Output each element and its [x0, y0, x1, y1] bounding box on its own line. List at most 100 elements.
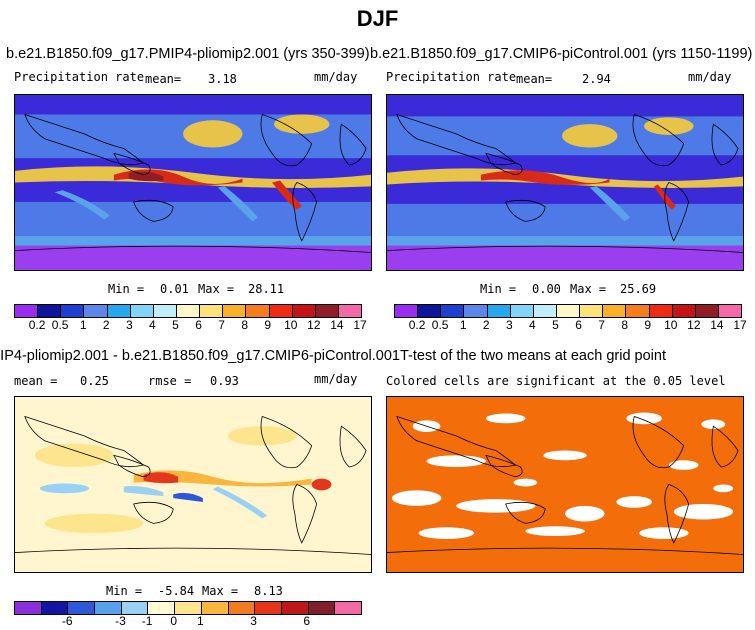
- difference-colorbar-swatch: [148, 602, 176, 614]
- precip-map-pliomip: [15, 95, 371, 270]
- precip-colorbar-1: [14, 304, 362, 318]
- panel2-mean-label: mean=: [516, 72, 553, 86]
- panel3-map: [14, 396, 372, 573]
- panel1-max-value: 28.11: [248, 282, 285, 296]
- panel1-mean-value: 3.18: [208, 72, 237, 86]
- difference-colorbar-swatch: [41, 602, 69, 614]
- precip-colorbar-2-tick-label: 12: [687, 318, 701, 332]
- precip-colorbar-2-tick-label: 7: [598, 318, 605, 332]
- precip-colorbar-2-swatch: [603, 305, 627, 317]
- precip-colorbar-2-tick-label: 0.2: [408, 318, 426, 332]
- precip-colorbar-2-tick-label: 10: [664, 318, 678, 332]
- panel1-variable: Precipitation rate: [14, 70, 145, 84]
- difference-colorbar-tick-label: -3: [115, 614, 126, 628]
- precip-colorbar-2: [394, 304, 742, 318]
- precip-colorbar-1-swatch: [15, 305, 39, 317]
- panel3-title: b.e21.B1850.f09_g17.PMIP4-pliomip2.001 -…: [0, 348, 400, 364]
- panel2-max-label: Max =: [570, 282, 607, 296]
- panel3-max-label: Max =: [202, 584, 239, 598]
- panel4-title: T-test of the two means at each grid poi…: [400, 348, 666, 364]
- precip-colorbar-2-tick-label: 6: [575, 318, 582, 332]
- difference-colorbar-swatch: [95, 602, 122, 614]
- precip-colorbar-2-swatch: [672, 305, 696, 317]
- difference-colorbar-swatch: [255, 602, 282, 614]
- precip-colorbar-1-swatch: [338, 305, 362, 317]
- precip-colorbar-2-tick-label: 17: [733, 318, 747, 332]
- precip-colorbar-1-swatch: [176, 305, 201, 317]
- precip-colorbar-1-swatch: [200, 305, 224, 317]
- precip-colorbar-1-tick-label: 7: [218, 318, 225, 332]
- panel3-min-value: -5.84: [158, 584, 195, 598]
- precip-colorbar-1-tick-label: 6: [195, 318, 202, 332]
- precip-colorbar-1-tick-label: 3: [125, 318, 133, 332]
- difference-colorbar-tick-label: 3: [250, 614, 257, 628]
- precip-colorbar-1-tick-label: 1: [79, 318, 87, 332]
- precip-colorbar-2-swatch: [626, 305, 650, 317]
- precip-colorbar-2-swatch: [487, 305, 511, 317]
- panel3-mean-label: mean =: [14, 374, 58, 388]
- precip-colorbar-1-tick-label: 4: [149, 318, 156, 332]
- difference-colorbar-labels: -6 -3 -1 0 1 3 6: [14, 614, 360, 628]
- precip-colorbar-2-swatch: [464, 305, 488, 317]
- difference-colorbar-tick-label: 1: [196, 614, 204, 628]
- precip-colorbar-1-tick-label: 12: [307, 318, 321, 332]
- precip-colorbar-1-swatch: [223, 305, 247, 317]
- difference-colorbar: [14, 601, 362, 615]
- precip-colorbar-2-tick-label: 5: [552, 318, 559, 332]
- precip-colorbar-1-swatch: [292, 305, 316, 317]
- precip-colorbar-1-tick-label: 17: [353, 318, 367, 332]
- panel3-units: mm/day: [314, 372, 358, 386]
- precip-colorbar-1-swatch: [315, 305, 339, 317]
- difference-colorbar-swatch: [281, 602, 309, 614]
- difference-colorbar-swatch: [68, 602, 96, 614]
- difference-colorbar-swatch: [15, 602, 42, 614]
- figure-title: DJF: [356, 6, 399, 31]
- precip-colorbar-2-swatch: [718, 305, 742, 317]
- precip-colorbar-1-tick-label: 5: [172, 318, 179, 332]
- panel2-map: [386, 94, 744, 271]
- precip-colorbar-1-tick-label: 0.5: [51, 318, 69, 332]
- difference-colorbar-tick-label: 6: [303, 614, 311, 628]
- panel3-mean-value: 0.25: [80, 374, 109, 388]
- precip-colorbar-1-tick-label: 14: [330, 318, 344, 332]
- precip-colorbar-2-tick-label: 2: [482, 318, 490, 332]
- precip-colorbar-1-tick-label: 2: [102, 318, 110, 332]
- panel1-min-label: Min =: [108, 282, 145, 296]
- panel3-rmse-label: rmse =: [148, 374, 192, 388]
- panel1-map: [14, 94, 372, 271]
- panel3-max-value: 8.13: [254, 584, 283, 598]
- panel2-min-value: 0.00: [532, 282, 561, 296]
- precip-difference-map: [15, 397, 371, 572]
- precip-colorbar-1-swatch: [246, 305, 270, 317]
- panel1-units: mm/day: [314, 70, 358, 84]
- difference-colorbar-swatch: [335, 602, 361, 614]
- precip-colorbar-1-swatch: [107, 305, 131, 317]
- panel3-rmse-value: 0.93: [210, 374, 239, 388]
- difference-colorbar-swatch: [308, 602, 336, 614]
- panel2-title: b.e21.B1850.f09_g17.CMIP6-piControl.001 …: [370, 46, 753, 62]
- precip-colorbar-1-tick-label: 10: [284, 318, 298, 332]
- difference-colorbar-tick-label: -6: [61, 614, 73, 628]
- panel3-min-label: Min =: [106, 584, 143, 598]
- precip-colorbar-2-swatch: [695, 305, 719, 317]
- panel2-max-value: 25.69: [620, 282, 657, 296]
- precip-colorbar-2-swatch: [395, 305, 419, 317]
- panel1-title: b.e21.B1850.f09_g17.PMIP4-pliomip2.001 (…: [6, 46, 370, 62]
- precip-colorbar-1-tick-label: 0.2: [28, 318, 46, 332]
- precip-colorbar-1-swatch: [153, 305, 177, 317]
- precip-colorbar-1-labels: 0.2 0.5 1 2 3 4 5 6 7 8 9 10 12 14 17: [14, 318, 367, 332]
- precip-colorbar-2-swatch: [418, 305, 442, 317]
- precip-colorbar-2-tick-label: 4: [529, 318, 536, 332]
- panel2-mean-value: 2.94: [582, 72, 611, 86]
- difference-colorbar-swatch: [201, 602, 229, 614]
- precip-colorbar-2-tick-label: 3: [505, 318, 513, 332]
- panel2-variable: Precipitation rate: [386, 70, 517, 84]
- precip-colorbar-2-tick-label: 14: [710, 318, 724, 332]
- precip-colorbar-2-swatch: [580, 305, 604, 317]
- panel4-subtitle: Colored cells are significant at the 0.0…: [386, 374, 726, 388]
- precip-colorbar-2-swatch: [441, 305, 465, 317]
- precip-colorbar-1-tick-label: 8: [241, 318, 248, 332]
- precip-map-picontrol: [387, 95, 743, 270]
- precip-colorbar-1-swatch: [38, 305, 62, 317]
- precip-colorbar-1-tick-label: 9: [264, 318, 272, 332]
